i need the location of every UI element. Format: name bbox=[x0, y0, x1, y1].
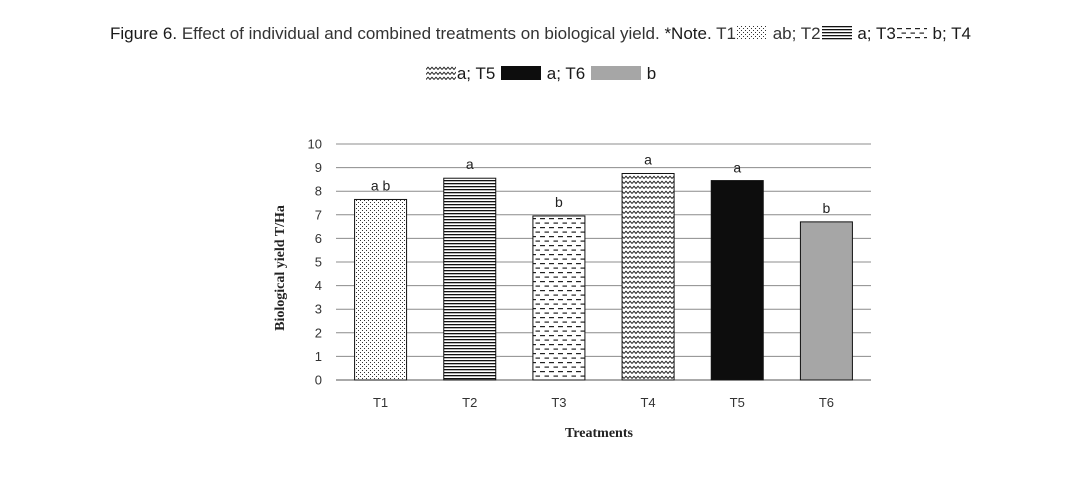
y-tick-label-10: 10 bbox=[308, 137, 322, 152]
legend-swatch-t5 bbox=[501, 66, 542, 80]
legend-t4-grade: a; bbox=[456, 64, 472, 83]
legend-t3-label: T3 bbox=[875, 24, 896, 43]
legend-t2-grade: a; bbox=[857, 24, 872, 43]
data-label-t5: a bbox=[733, 160, 741, 176]
x-axis-title: Treatments bbox=[565, 426, 633, 441]
data-label-t1: a b bbox=[371, 177, 391, 193]
x-tick-label-t6: T6 bbox=[819, 395, 834, 410]
bar-t5 bbox=[710, 180, 764, 381]
x-tick-label-t3: T3 bbox=[551, 395, 566, 410]
y-tick-label-3: 3 bbox=[315, 302, 322, 317]
legend-t6-label: T6 bbox=[565, 64, 586, 83]
legend-t4-label: T4 bbox=[951, 24, 971, 43]
x-tick-label-t1: T1 bbox=[373, 395, 388, 410]
x-tick-label-t2: T2 bbox=[462, 395, 477, 410]
x-tick-label-t4: T4 bbox=[640, 395, 655, 410]
data-label-t3: b bbox=[555, 194, 563, 210]
legend-t3-grade: b; bbox=[932, 24, 947, 43]
bar-t3 bbox=[532, 215, 586, 381]
y-tick-label-2: 2 bbox=[315, 325, 322, 340]
legend-swatch-t3 bbox=[896, 26, 927, 40]
bars bbox=[354, 173, 853, 381]
data-label-t2: a bbox=[466, 156, 474, 172]
gridlines bbox=[336, 143, 871, 381]
data-label-t4: a bbox=[644, 152, 652, 168]
y-tick-label-9: 9 bbox=[315, 160, 322, 175]
legend-t6-grade: b bbox=[646, 64, 657, 83]
figure-caption-line-1: Figure 6. Effect of individual and combi… bbox=[0, 24, 1081, 44]
y-tick-label-1: 1 bbox=[315, 349, 322, 364]
x-tick-labels: T1 T2 T3 T4 T5 T6 bbox=[373, 395, 834, 410]
legend-t5-grade: a; bbox=[546, 64, 561, 83]
y-tick-label-8: 8 bbox=[315, 184, 322, 199]
note-label: *Note. bbox=[664, 24, 712, 43]
legend-swatch-t4 bbox=[425, 66, 456, 80]
figure-title: Effect of individual and combined treatm… bbox=[181, 24, 660, 43]
legend-t2-label: T2 bbox=[800, 24, 821, 43]
bar-t4 bbox=[621, 173, 675, 381]
bar-t1 bbox=[354, 198, 408, 381]
legend-swatch-t2 bbox=[821, 26, 852, 40]
legend-t1-grade: ab; bbox=[772, 24, 797, 43]
figure-caption-line-2: a; T5 a; T6 b bbox=[0, 64, 1081, 84]
y-axis-title: Biological yield T/Ha bbox=[273, 205, 288, 331]
figure-number: Figure 6. bbox=[110, 24, 178, 43]
legend-t5-label: T5 bbox=[475, 64, 496, 83]
data-labels: a b a b a a b bbox=[371, 152, 831, 216]
legend-t1-label: T1 bbox=[716, 24, 736, 43]
data-label-t6: b bbox=[823, 200, 831, 216]
legend-swatch-t6 bbox=[590, 66, 641, 80]
y-tick-label-6: 6 bbox=[315, 231, 322, 246]
y-tick-label-7: 7 bbox=[315, 207, 322, 222]
y-tick-label-4: 4 bbox=[315, 278, 322, 293]
y-tick-label-5: 5 bbox=[315, 255, 322, 270]
y-tick-labels: 0 1 2 3 4 5 6 7 8 9 10 bbox=[308, 137, 322, 388]
legend-swatch-t1 bbox=[736, 26, 767, 40]
bar-t6 bbox=[799, 221, 853, 381]
y-tick-label-0: 0 bbox=[315, 373, 322, 388]
bar-t2 bbox=[443, 177, 497, 381]
x-tick-label-t5: T5 bbox=[730, 395, 745, 410]
